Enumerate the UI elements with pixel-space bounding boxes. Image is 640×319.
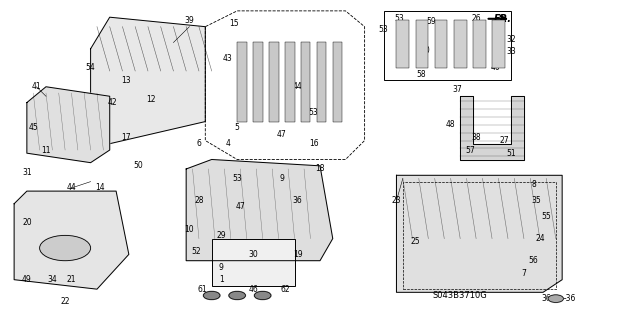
Bar xyxy=(212,239,294,286)
Text: S043B3710G: S043B3710G xyxy=(433,291,488,300)
Circle shape xyxy=(254,291,271,300)
Text: 59: 59 xyxy=(427,18,436,26)
Text: 44: 44 xyxy=(293,82,303,91)
Text: 40: 40 xyxy=(490,63,500,72)
Text: 10: 10 xyxy=(184,225,194,234)
Text: 54: 54 xyxy=(86,63,95,72)
Text: 53: 53 xyxy=(308,108,319,116)
Text: 56: 56 xyxy=(529,256,538,265)
Text: 44: 44 xyxy=(67,183,76,192)
Text: 53: 53 xyxy=(232,174,242,183)
Text: 20: 20 xyxy=(22,218,32,227)
Bar xyxy=(396,20,409,68)
Text: 4: 4 xyxy=(225,139,230,148)
Text: 36: 36 xyxy=(293,196,303,205)
Text: 46: 46 xyxy=(248,285,258,294)
Polygon shape xyxy=(91,17,205,144)
Text: 30: 30 xyxy=(248,250,258,259)
Text: 17: 17 xyxy=(121,133,131,142)
Text: 21: 21 xyxy=(67,275,76,284)
Bar xyxy=(415,20,428,68)
Text: 41: 41 xyxy=(31,82,41,91)
Bar xyxy=(301,42,310,122)
Text: 31: 31 xyxy=(22,168,32,177)
Polygon shape xyxy=(14,191,129,289)
Text: FR.: FR. xyxy=(494,14,512,24)
Bar xyxy=(269,42,278,122)
Text: 37: 37 xyxy=(452,85,462,94)
Text: 5: 5 xyxy=(235,123,239,132)
Text: 11: 11 xyxy=(41,145,51,154)
Text: 35: 35 xyxy=(532,196,541,205)
Bar xyxy=(253,42,262,122)
Circle shape xyxy=(40,235,91,261)
Bar xyxy=(333,42,342,122)
Text: 24: 24 xyxy=(535,234,545,243)
Text: 47: 47 xyxy=(277,130,287,139)
Text: 7: 7 xyxy=(522,269,526,278)
Bar xyxy=(403,182,556,289)
Text: 39: 39 xyxy=(184,16,195,25)
Text: 43: 43 xyxy=(223,54,232,63)
Polygon shape xyxy=(186,160,333,261)
Bar xyxy=(454,20,467,68)
Text: 19: 19 xyxy=(293,250,303,259)
Polygon shape xyxy=(460,96,524,160)
Text: 55: 55 xyxy=(541,212,551,221)
Text: 1: 1 xyxy=(219,275,223,284)
Text: 27: 27 xyxy=(500,136,509,145)
Text: 52: 52 xyxy=(191,247,200,256)
Text: 16: 16 xyxy=(309,139,319,148)
Text: 48: 48 xyxy=(446,120,456,129)
Text: 6: 6 xyxy=(196,139,202,148)
Bar xyxy=(384,11,511,80)
Text: 13: 13 xyxy=(121,76,131,85)
Text: 32: 32 xyxy=(506,35,516,44)
Text: 9: 9 xyxy=(219,263,223,271)
Text: 29: 29 xyxy=(216,231,226,240)
Bar xyxy=(285,42,294,122)
Text: 53: 53 xyxy=(455,40,465,48)
Text: 36: 36 xyxy=(541,294,551,303)
Text: —36: —36 xyxy=(559,294,577,303)
Text: 45: 45 xyxy=(28,123,38,132)
Text: 53: 53 xyxy=(379,25,388,34)
Text: 14: 14 xyxy=(95,183,105,192)
Text: 9: 9 xyxy=(279,174,284,183)
Text: 26: 26 xyxy=(471,14,481,23)
Text: 18: 18 xyxy=(316,165,324,174)
Text: 28: 28 xyxy=(194,196,204,205)
Text: 60: 60 xyxy=(420,46,430,55)
Bar xyxy=(435,20,447,68)
Text: 12: 12 xyxy=(147,95,156,104)
Bar xyxy=(492,20,505,68)
Text: 8: 8 xyxy=(531,180,536,189)
Bar xyxy=(473,20,486,68)
Text: 50: 50 xyxy=(134,161,143,170)
Text: 58: 58 xyxy=(416,70,426,78)
Text: 62: 62 xyxy=(280,285,290,294)
Circle shape xyxy=(548,295,563,302)
Text: 51: 51 xyxy=(506,149,516,158)
Text: 23: 23 xyxy=(392,196,401,205)
Circle shape xyxy=(229,291,246,300)
Circle shape xyxy=(204,291,220,300)
Text: 33: 33 xyxy=(506,48,516,56)
Bar xyxy=(237,42,246,122)
Text: 42: 42 xyxy=(108,98,118,107)
Text: 53: 53 xyxy=(395,14,404,23)
Polygon shape xyxy=(27,87,109,163)
Text: 34: 34 xyxy=(47,275,57,284)
Text: 61: 61 xyxy=(197,285,207,294)
Text: 38: 38 xyxy=(471,133,481,142)
Text: 49: 49 xyxy=(22,275,32,284)
Bar xyxy=(317,42,326,122)
Polygon shape xyxy=(396,175,562,292)
Text: 15: 15 xyxy=(229,19,239,28)
Text: 47: 47 xyxy=(236,203,245,211)
Text: 57: 57 xyxy=(465,145,475,154)
Text: 25: 25 xyxy=(411,237,420,246)
Text: 22: 22 xyxy=(60,297,70,306)
